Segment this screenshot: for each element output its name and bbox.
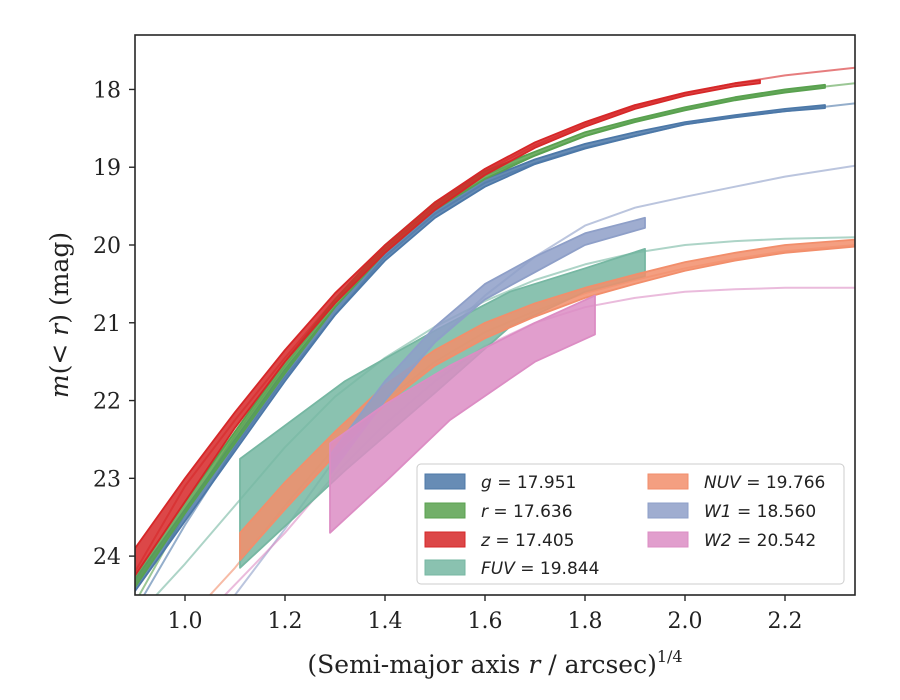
y-tick-label: 24 bbox=[93, 545, 121, 570]
x-tick-label: 1.2 bbox=[268, 609, 303, 634]
legend-entry-nuv: NUV = 19.766 bbox=[704, 473, 825, 493]
legend-entry-w2: W2 = 20.542 bbox=[704, 531, 816, 551]
y-tick-label: 20 bbox=[93, 234, 121, 259]
legend-entry-w1: W1 = 18.560 bbox=[704, 502, 816, 522]
x-tick-label: 1.8 bbox=[568, 609, 603, 634]
legend-frame bbox=[416, 463, 845, 585]
legend-entry-g: g = 17.951 bbox=[481, 473, 576, 493]
legend-swatch-fuv bbox=[424, 559, 466, 576]
data-band-w1 bbox=[329, 216, 646, 476]
x-tick-label: 1.6 bbox=[468, 609, 503, 634]
y-axis: 18 19 20 21 22 23 24 bbox=[93, 78, 135, 570]
x-tick-label: 1.4 bbox=[368, 609, 403, 634]
data-band-w2 bbox=[329, 294, 596, 534]
x-axis: 1.0 1.2 1.4 1.6 1.8 2.0 2.2 bbox=[168, 595, 803, 634]
plot-frame bbox=[134, 34, 856, 596]
y-axis-label: m(< r) (mag) bbox=[45, 232, 74, 398]
legend-swatch-w2 bbox=[647, 531, 689, 548]
x-axis-label: (Semi-major axis r / arcsec)1/4 bbox=[307, 647, 682, 679]
data-band-z bbox=[135, 79, 761, 577]
legend-entry-r: r = 17.636 bbox=[481, 502, 573, 522]
x-tick-label: 2.0 bbox=[668, 609, 703, 634]
legend-swatch-g bbox=[424, 473, 466, 490]
legend-swatch-r bbox=[424, 502, 466, 519]
y-tick-label: 21 bbox=[93, 312, 121, 337]
legend: g = 17.951 r = 17.636 z = 17.405 FUV = 19.8… bbox=[416, 463, 845, 585]
x-tick-label: 1.0 bbox=[168, 609, 203, 634]
legend-swatch-z bbox=[424, 531, 466, 548]
x-tick-label: 2.2 bbox=[768, 609, 803, 634]
data-band-nuv bbox=[239, 238, 855, 561]
data-bands bbox=[135, 79, 855, 592]
legend-swatch-w1 bbox=[647, 502, 689, 519]
y-tick-label: 23 bbox=[93, 467, 121, 492]
y-tick-label: 19 bbox=[93, 156, 121, 181]
y-tick-label: 22 bbox=[93, 390, 121, 415]
legend-swatch-nuv bbox=[647, 473, 689, 490]
legend-entry-z: z = 17.405 bbox=[480, 531, 574, 551]
y-tick-label: 18 bbox=[93, 78, 121, 103]
legend-entry-fuv: FUV = 19.844 bbox=[481, 559, 599, 579]
